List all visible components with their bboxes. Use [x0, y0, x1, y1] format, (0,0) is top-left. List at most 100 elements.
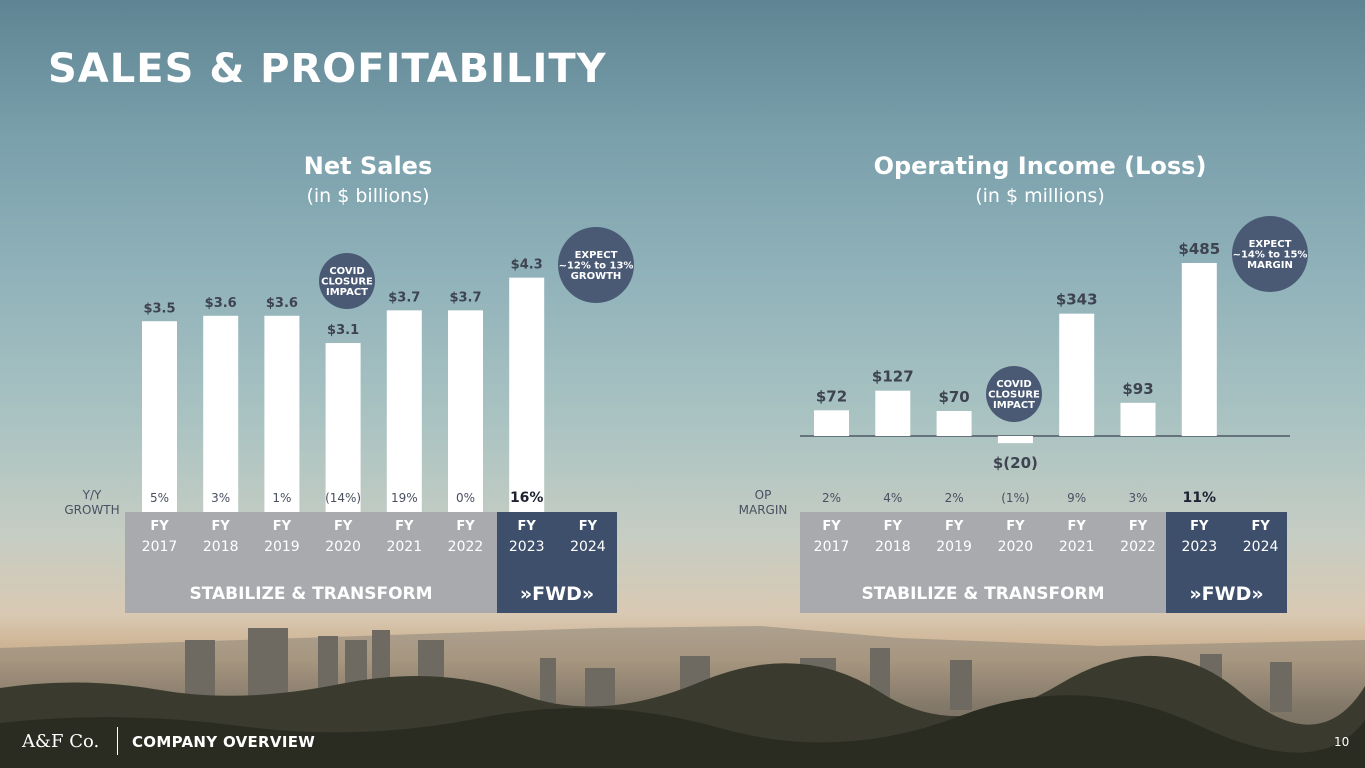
operating-income-row-label: MARGIN: [739, 503, 788, 517]
net-sales-bar: [203, 315, 239, 512]
net-sales-expect-badge-text: ~12% to 13%: [559, 261, 634, 272]
net-sales-covid-badge-text: CLOSURE: [321, 277, 373, 288]
operating-income-title: Operating Income (Loss): [873, 152, 1207, 180]
footer-section-label: COMPANY OVERVIEW: [132, 733, 316, 751]
operating-income-covid-badge-text: COVID: [996, 379, 1031, 390]
operating-income-data-label: $343: [1056, 291, 1098, 309]
net-sales-row-value: 16%: [510, 490, 544, 506]
net-sales-category-label: FY: [456, 519, 475, 534]
operating-income-fwd-band: [1166, 512, 1287, 613]
operating-income-category-label: 2022: [1120, 539, 1156, 555]
net-sales-category-label: FY: [334, 519, 353, 534]
operating-income-row-value: 11%: [1183, 490, 1217, 506]
operating-income-expect-badge-text: EXPECT: [1249, 239, 1292, 250]
net-sales-category-label: 2021: [386, 539, 422, 555]
operating-income-category-label: FY: [1006, 519, 1025, 534]
net-sales-covid-badge-text: COVID: [329, 266, 364, 277]
operating-income-row-value: 3%: [1128, 491, 1147, 505]
net-sales-category-label: 2018: [203, 539, 239, 555]
operating-income-category-label: 2018: [875, 539, 911, 555]
operating-income-expect-badge-text: MARGIN: [1247, 260, 1293, 271]
net-sales-covid-badge-text: IMPACT: [326, 287, 368, 298]
net-sales-bar: [325, 343, 361, 512]
company-logo: A&F Co.: [22, 731, 100, 752]
net-sales-expect-badge-text: GROWTH: [571, 271, 622, 282]
net-sales-fwd-label: »FWD»: [520, 583, 594, 605]
operating-income-expect-badge: [1232, 216, 1308, 292]
net-sales-fwd-band: [497, 512, 617, 613]
net-sales-subtitle: (in $ billions): [306, 185, 430, 207]
net-sales-bar: [142, 321, 177, 512]
operating-income-covid-badge: [986, 366, 1042, 422]
net-sales-stabilize-label: STABILIZE & TRANSFORM: [189, 584, 432, 604]
operating-income-row-value: (1%): [1001, 491, 1029, 505]
net-sales-category-label: FY: [518, 519, 537, 534]
operating-income-row-value: 9%: [1067, 491, 1086, 505]
net-sales-category-label: 2024: [570, 539, 606, 555]
operating-income-category-label: 2017: [814, 539, 850, 555]
operating-income-row-value: 2%: [822, 491, 841, 505]
net-sales-row-label: GROWTH: [64, 503, 119, 517]
operating-income-stabilize-label: STABILIZE & TRANSFORM: [861, 584, 1104, 604]
operating-income-category-label: FY: [884, 519, 903, 534]
net-sales-data-label: $4.3: [511, 258, 543, 273]
footer-divider: [117, 727, 118, 755]
net-sales-covid-badge: [319, 253, 375, 309]
operating-income-subtitle: (in $ millions): [975, 185, 1105, 207]
net-sales-category-label: FY: [273, 519, 292, 534]
operating-income-expect-badge-text: ~14% to 15%: [1233, 250, 1308, 261]
operating-income-data-label: $72: [816, 387, 847, 405]
net-sales-row-value: 3%: [211, 491, 230, 505]
operating-income-category-label: 2021: [1059, 539, 1095, 555]
net-sales-data-label: $3.6: [266, 296, 298, 311]
operating-income-category-label: FY: [1068, 519, 1087, 534]
operating-income-category-label: 2024: [1243, 539, 1279, 555]
net-sales-data-label: $3.6: [205, 296, 237, 311]
operating-income-row-value: 2%: [945, 491, 964, 505]
operating-income-bar: [1059, 313, 1095, 436]
net-sales-row-value: (14%): [325, 491, 361, 505]
page-number: 10: [1334, 735, 1350, 749]
operating-income-category-label: 2020: [998, 539, 1034, 555]
net-sales-expect-badge: [558, 227, 634, 303]
net-sales-category-label: 2017: [142, 539, 178, 555]
net-sales-category-label: 2023: [509, 539, 545, 555]
operating-income-category-label: FY: [1129, 519, 1148, 534]
operating-income-category-label: 2023: [1181, 539, 1217, 555]
operating-income-category-label: FY: [822, 519, 841, 534]
page-title: SALES & PROFITABILITY: [48, 46, 607, 92]
net-sales-data-label: $3.5: [143, 301, 175, 316]
operating-income-bar: [814, 410, 849, 436]
operating-income-bar: [997, 436, 1033, 444]
operating-income-data-label: $485: [1178, 240, 1220, 258]
net-sales-category-label: FY: [579, 519, 598, 534]
operating-income-row-value: 4%: [883, 491, 902, 505]
net-sales-bar: [509, 277, 545, 512]
net-sales-category-label: FY: [150, 519, 169, 534]
net-sales-category-label: 2019: [264, 539, 300, 555]
net-sales-category-label: 2020: [325, 539, 361, 555]
net-sales-row-label: Y/Y: [82, 488, 102, 502]
net-sales-data-label: $3.1: [327, 323, 359, 338]
operating-income-row-label: OP: [755, 488, 772, 502]
net-sales-data-label: $3.7: [449, 290, 481, 305]
operating-income-data-label: $(20): [993, 454, 1038, 472]
net-sales-row-value: 5%: [150, 491, 169, 505]
net-sales-expect-badge-text: EXPECT: [575, 250, 618, 261]
net-sales-row-value: 0%: [456, 491, 475, 505]
operating-income-covid-badge-text: CLOSURE: [988, 390, 1040, 401]
operating-income-category-label: 2019: [936, 539, 972, 555]
city-skyline-background: [0, 626, 1365, 768]
net-sales-bar: [448, 310, 483, 512]
operating-income-data-label: $70: [938, 388, 969, 406]
operating-income-category-label: FY: [945, 519, 964, 534]
net-sales-stabilize-band: [125, 512, 497, 613]
operating-income-bar: [1181, 263, 1217, 436]
net-sales-category-label: FY: [395, 519, 414, 534]
operating-income-bar: [936, 411, 972, 436]
net-sales-row-value: 1%: [272, 491, 291, 505]
net-sales-category-label: FY: [212, 519, 231, 534]
operating-income-bar: [875, 390, 911, 436]
net-sales-category-label: 2022: [448, 539, 484, 555]
